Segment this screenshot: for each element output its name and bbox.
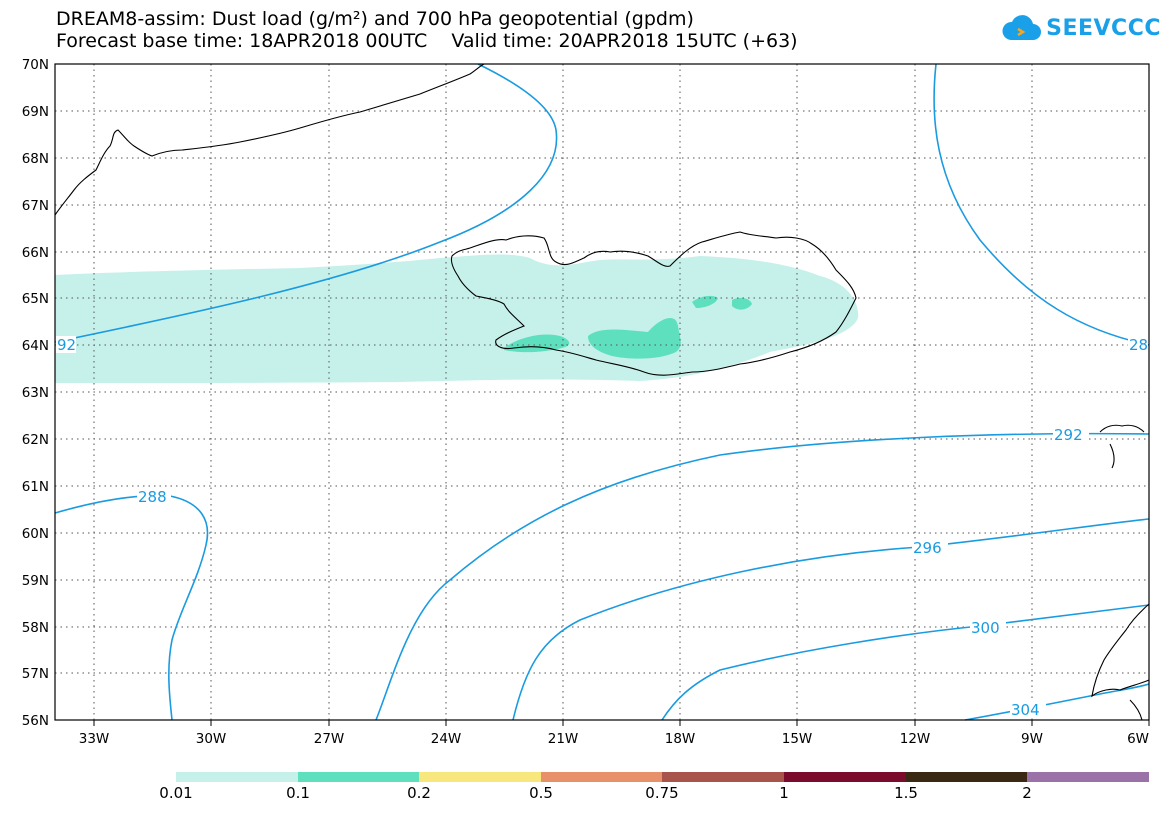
lat-label: 64N (22, 338, 49, 354)
contour-292-south (375, 432, 1150, 721)
coast-norway (1099, 424, 1145, 469)
contour-labels: 288 292 296 300 304 92 28 (56, 336, 1148, 719)
contour-label-288: 288 (138, 488, 167, 506)
lat-label: 61N (22, 479, 49, 495)
lat-label: 56N (22, 713, 49, 729)
contour-label-92: 92 (57, 336, 76, 354)
lon-label: 18W (665, 731, 696, 747)
lat-label: 66N (22, 245, 49, 261)
contour-label-292: 292 (1054, 426, 1083, 444)
colorbar-segment (784, 772, 906, 782)
lon-label: 33W (79, 731, 110, 747)
lat-label: 69N (22, 104, 49, 120)
map-subtitle: Forecast base time: 18APR2018 00UTC Vali… (56, 30, 798, 52)
colorbar-segment (541, 772, 662, 782)
tick-marks (93, 720, 1150, 726)
lat-label: 70N (22, 57, 49, 73)
plot-frame (54, 63, 1150, 721)
lon-label: 9W (1021, 731, 1043, 747)
lon-label: 24W (431, 731, 462, 747)
lat-label: 65N (22, 291, 49, 307)
contour-label-304: 304 (1011, 701, 1040, 719)
cloud-icon (1002, 15, 1042, 40)
lat-label: 67N (22, 198, 49, 214)
contour-304 (964, 683, 1150, 721)
colorbar-segment (176, 772, 298, 782)
colorbar-label: 2 (1022, 784, 1032, 802)
lon-label: 15W (782, 731, 813, 747)
colorbar-label: 0.75 (645, 784, 679, 802)
contour-292-north (54, 63, 558, 343)
colorbar-segment (662, 772, 784, 782)
dust-area-mid-1 (588, 318, 681, 359)
colorbar-label: 0.1 (286, 784, 310, 802)
lat-label: 63N (22, 385, 49, 401)
colorbar-segment (1027, 772, 1149, 782)
contours (54, 63, 1150, 721)
colorbar-segment (419, 772, 541, 782)
lat-label: 60N (22, 526, 49, 542)
coastlines (54, 63, 1150, 721)
lat-label: 68N (22, 151, 49, 167)
colorbar-label: 0.5 (529, 784, 553, 802)
seevccc-logo: SEEVCCC (1002, 14, 1161, 42)
lat-label: 59N (22, 573, 49, 589)
colorbar-segment (298, 772, 419, 782)
colorbar-label: 1 (779, 784, 789, 802)
colorbar-label: 0.2 (407, 784, 431, 802)
contour-label-300: 300 (971, 619, 1000, 637)
logo-text: SEEVCCC (1046, 15, 1161, 41)
lon-labels: 33W 30W 27W 24W 21W 18W 15W 12W 9W 6W (79, 731, 1149, 747)
colorbar-label: 1.5 (894, 784, 918, 802)
coast-iceland (450, 231, 857, 376)
contour-label-296: 296 (913, 539, 942, 557)
contour-288-west (54, 494, 209, 721)
lon-label: 27W (314, 731, 345, 747)
coast-scotland (1091, 603, 1150, 721)
lat-label: 57N (22, 666, 49, 682)
lon-label: 6W (1127, 731, 1149, 747)
dust-area-mid-4 (732, 297, 752, 310)
lon-label: 21W (548, 731, 579, 747)
contour-label-28: 28 (1129, 336, 1148, 354)
coast-greenland (54, 63, 485, 216)
dust-area-mid-3 (692, 295, 718, 308)
lat-labels: 70N 69N 68N 67N 66N 65N 64N 63N 62N 61N … (22, 57, 49, 729)
contour-296 (512, 518, 1150, 721)
contour-300 (661, 604, 1150, 721)
lat-label: 62N (22, 432, 49, 448)
lon-label: 30W (196, 731, 227, 747)
gridlines (55, 64, 1149, 720)
map-title: DREAM8-assim: Dust load (g/m²) and 700 h… (56, 8, 694, 30)
colorbar-segment (906, 772, 1027, 782)
lat-label: 58N (22, 620, 49, 636)
contour-288-east (933, 63, 1150, 346)
colorbar-label: 0.01 (159, 784, 193, 802)
lon-label: 12W (900, 731, 931, 747)
